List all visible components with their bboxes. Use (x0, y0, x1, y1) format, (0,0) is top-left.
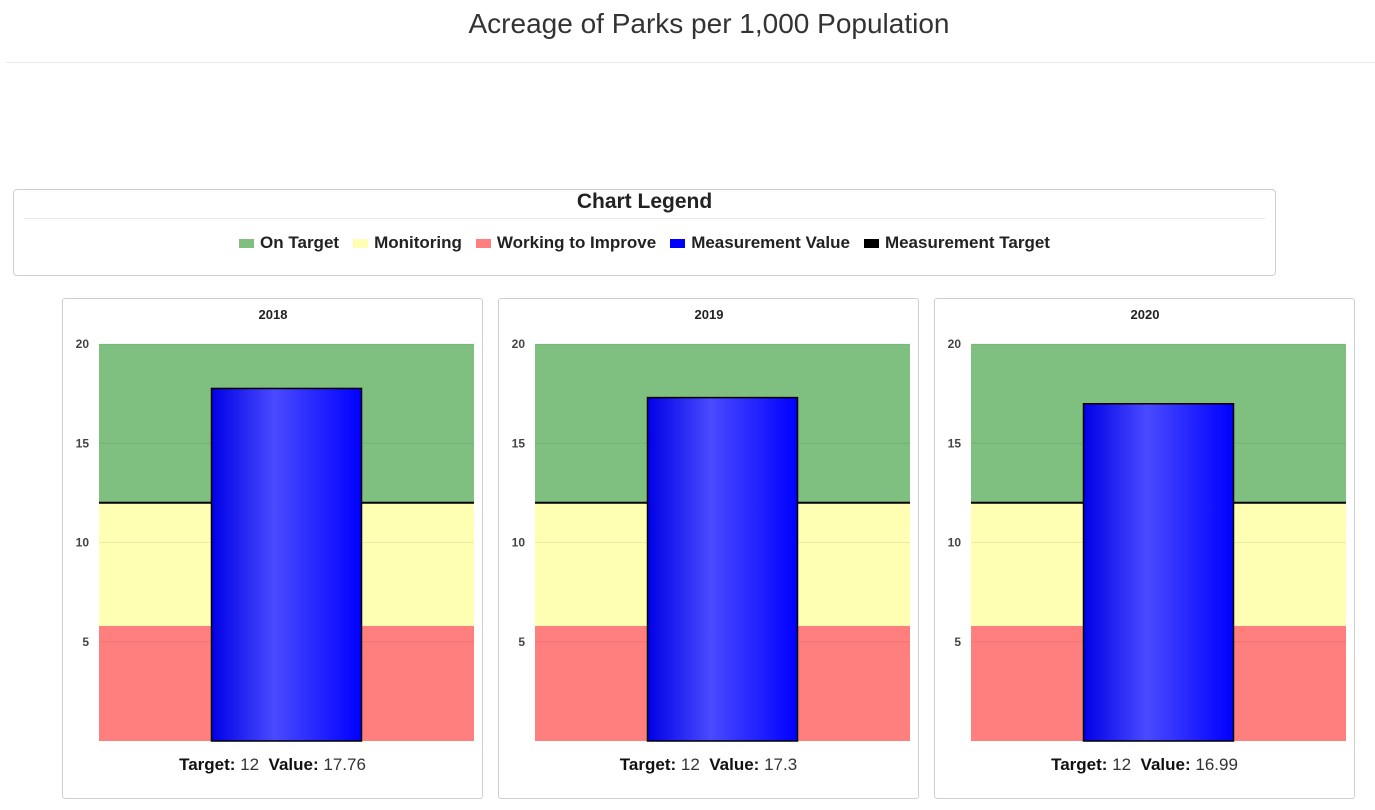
chart-footer: Target: 12 Value: 17.3 (499, 755, 918, 775)
title-divider (6, 62, 1375, 63)
legend-label: Measurement Target (884, 233, 1050, 252)
measurement-bar (1082, 402, 1235, 742)
chart-title: 2019 (695, 307, 724, 322)
target-label: Target: (179, 755, 236, 774)
measurement-value: 17.3 (764, 755, 798, 774)
y-tick-label: 10 (512, 536, 526, 550)
legend-swatch (475, 238, 491, 248)
target-label: Target: (1051, 755, 1108, 774)
legend-label: Measurement Value (691, 233, 850, 252)
chart-panel-2019: 2019 5 10 15 20 Target: 12 Value: 17.3 (498, 298, 919, 799)
chart-panel-2018: 2018 5 10 15 20 Target: 12 Value: 17.76 (62, 298, 483, 799)
target-value: 12 (1112, 755, 1132, 774)
value-label: Value: (1140, 755, 1191, 774)
y-tick-label: 20 (512, 337, 526, 351)
y-tick-label: 20 (948, 337, 962, 351)
target-value: 12 (240, 755, 260, 774)
measurement-value: 16.99 (1195, 755, 1238, 774)
y-tick-label: 15 (512, 436, 526, 450)
target-value: 12 (680, 755, 700, 774)
legend-swatch (239, 238, 255, 248)
legend-item-measurement-value: Measurement Value (670, 233, 850, 253)
chart-footer: Target: 12 Value: 17.76 (63, 755, 482, 775)
target-label: Target: (619, 755, 677, 774)
measurement-value: 17.76 (323, 755, 366, 774)
y-tick-label: 5 (518, 635, 525, 649)
y-tick-label: 15 (948, 436, 962, 450)
legend-swatch (863, 238, 879, 248)
chart-svg: 2019 5 10 15 20 (512, 307, 910, 742)
legend-title: Chart Legend (576, 190, 713, 213)
chart-svg: 2018 5 10 15 20 (76, 307, 474, 742)
chart-svg: 2020 5 10 15 20 (948, 307, 1346, 742)
measurement-bar (210, 387, 363, 742)
measurement-bar (646, 396, 799, 742)
chart-title: 2020 (1131, 307, 1160, 322)
legend-items: On Target Monitoring Working to Improve … (14, 233, 1275, 253)
legend-item-monitoring: Monitoring (353, 233, 462, 253)
legend-item-measurement-target: Measurement Target (863, 233, 1050, 253)
chart-panel-2020: 2020 5 10 15 20 Target: 12 Value: 16.99 (934, 298, 1355, 799)
chart-footer: Target: 12 Value: 16.99 (935, 755, 1354, 775)
legend-divider (24, 218, 1265, 219)
legend-swatch (670, 238, 686, 248)
y-tick-label: 5 (82, 635, 89, 649)
y-tick-label: 15 (76, 436, 90, 450)
page-title: Acreage of Parks per 1,000 Population (468, 8, 950, 39)
legend-label: On Target (260, 233, 340, 252)
y-tick-label: 5 (954, 635, 961, 649)
value-label: Value: (709, 755, 760, 774)
y-tick-label: 20 (76, 337, 90, 351)
y-tick-label: 10 (76, 536, 90, 550)
legend-swatch (353, 238, 369, 248)
legend-label: Monitoring (374, 233, 462, 252)
value-label: Value: (268, 755, 319, 774)
y-tick-label: 10 (948, 536, 962, 550)
chart-legend: Chart Legend On Target Monitoring Workin… (13, 189, 1276, 276)
chart-title: 2018 (259, 307, 288, 322)
legend-item-working-to-improve: Working to Improve (475, 233, 657, 253)
legend-label: Working to Improve (496, 233, 657, 252)
legend-item-on-target: On Target (239, 233, 339, 253)
